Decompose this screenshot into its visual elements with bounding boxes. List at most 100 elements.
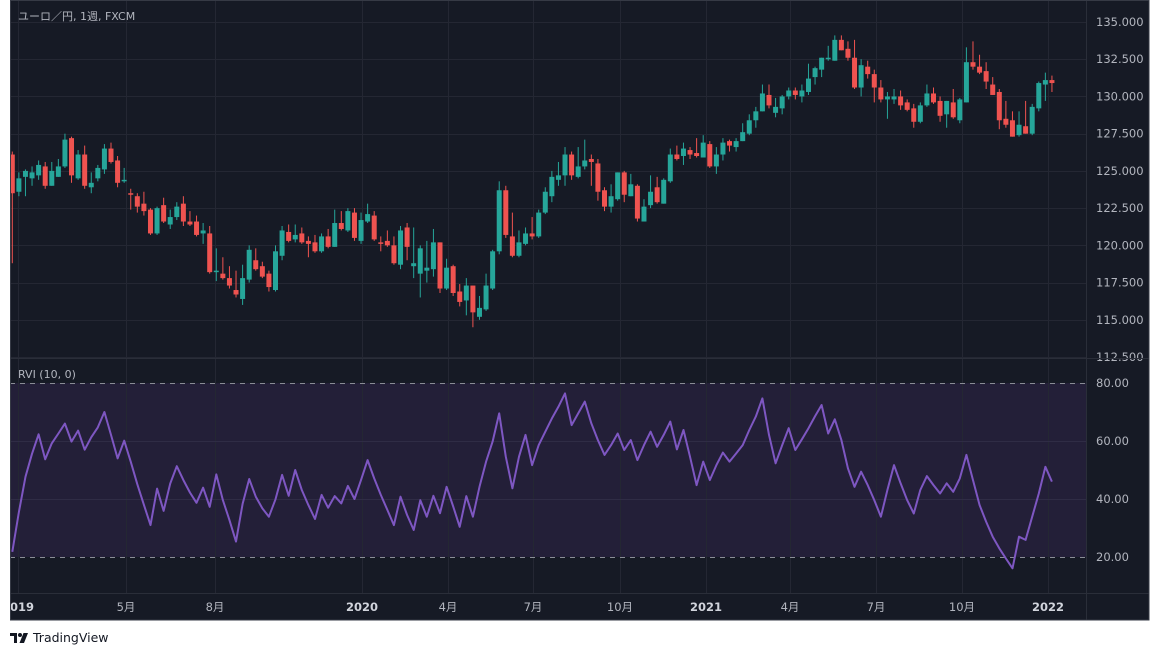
candle [917,102,923,124]
candle-body [542,191,548,213]
rvi-axis[interactable]: 80.00 60.00 40.00 20.00 [1096,376,1129,564]
candle-body [463,285,469,301]
candle-body [746,120,752,134]
candle-body [75,154,81,179]
tradingview-brand[interactable]: TradingView [10,630,109,645]
time-tick-label: 2021 [690,600,722,614]
candle [358,212,364,244]
time-tick-label: 2020 [346,600,378,614]
candle [437,242,443,293]
price-axis[interactable]: 135.000 132.500 130.000 127.500 125.000 122.5… [1096,15,1144,364]
candle [687,147,693,159]
candle [845,41,851,61]
candle-body [759,93,765,112]
candle [417,245,423,298]
candle-body [62,139,68,167]
candle [865,60,871,79]
candle-body [378,242,384,244]
candle-body [595,163,601,192]
candle-body [22,170,28,177]
candle-body [944,100,950,115]
candle [569,151,575,180]
candle [924,84,930,107]
candle-body [273,251,278,291]
time-tick-label: 4月 [781,600,800,614]
candle [404,223,410,261]
candle [667,148,673,183]
indicator-title[interactable]: RVI (10, 0) [18,368,76,381]
candle [694,138,700,158]
candle-body [108,148,114,162]
candle-body [654,187,660,203]
candle-body [891,96,897,100]
candle [562,147,568,186]
candle [1009,111,1015,137]
candle [378,236,384,252]
candle [371,211,377,241]
candle-body [773,106,779,113]
candle-body [680,148,686,157]
candle [194,215,200,237]
candle-body [29,172,35,179]
candle-body [812,68,818,78]
candle-body [792,90,798,95]
candle [700,135,706,158]
candle-body [200,230,206,234]
candle-body [1023,126,1029,134]
candle-body [496,190,502,252]
candle [529,217,535,240]
candle-body [786,90,792,97]
candle [226,266,232,289]
candle [128,188,134,210]
candle-body [911,108,917,122]
candle-body [95,167,101,179]
candle [240,264,246,305]
price-tick-label: 135.000 [1096,15,1144,29]
candle-body [220,273,226,279]
candle [680,142,686,165]
candle-body [674,154,680,159]
price-candles [9,35,1055,328]
symbol-title[interactable]: ユーロ／円, 1週, FXCM [18,10,136,23]
candle-body [299,233,305,243]
candle-body [562,154,568,176]
price-tick-label: 120.000 [1096,238,1144,252]
candle [713,147,719,174]
candle [220,257,226,280]
price-tick-label: 125.000 [1096,164,1144,178]
time-axis[interactable]: 2019 5月 8月 2020 4月 7月 10月 2021 4月 7月 10月 2022 [2,600,1064,614]
candle [1023,100,1029,134]
candle-body [1029,106,1035,134]
candle [648,175,654,209]
candle [608,184,614,213]
candle [516,230,522,258]
candle-body [253,260,259,270]
time-tick-label: 10月 [949,600,975,614]
candle-body [937,100,943,116]
candle [444,258,450,291]
price-tick-label: 130.000 [1096,89,1144,103]
candle-body [174,206,180,218]
candle-body [983,71,989,82]
candle-body [555,175,561,180]
candle-body [615,172,621,200]
candle [259,261,265,279]
candle [476,295,482,320]
candle [424,240,430,283]
candle [82,145,88,189]
candle [273,245,278,292]
candle [69,136,75,183]
candle-body [279,230,285,256]
candle [496,181,502,255]
candle-body [628,184,634,197]
candle [634,184,640,222]
candle-body [805,78,811,92]
candle [641,199,647,222]
candle-body [338,223,344,229]
candle-body [779,96,785,109]
candle-body [1016,124,1022,136]
candle-body [950,102,956,118]
candle-body [325,236,331,247]
candle [727,139,733,152]
